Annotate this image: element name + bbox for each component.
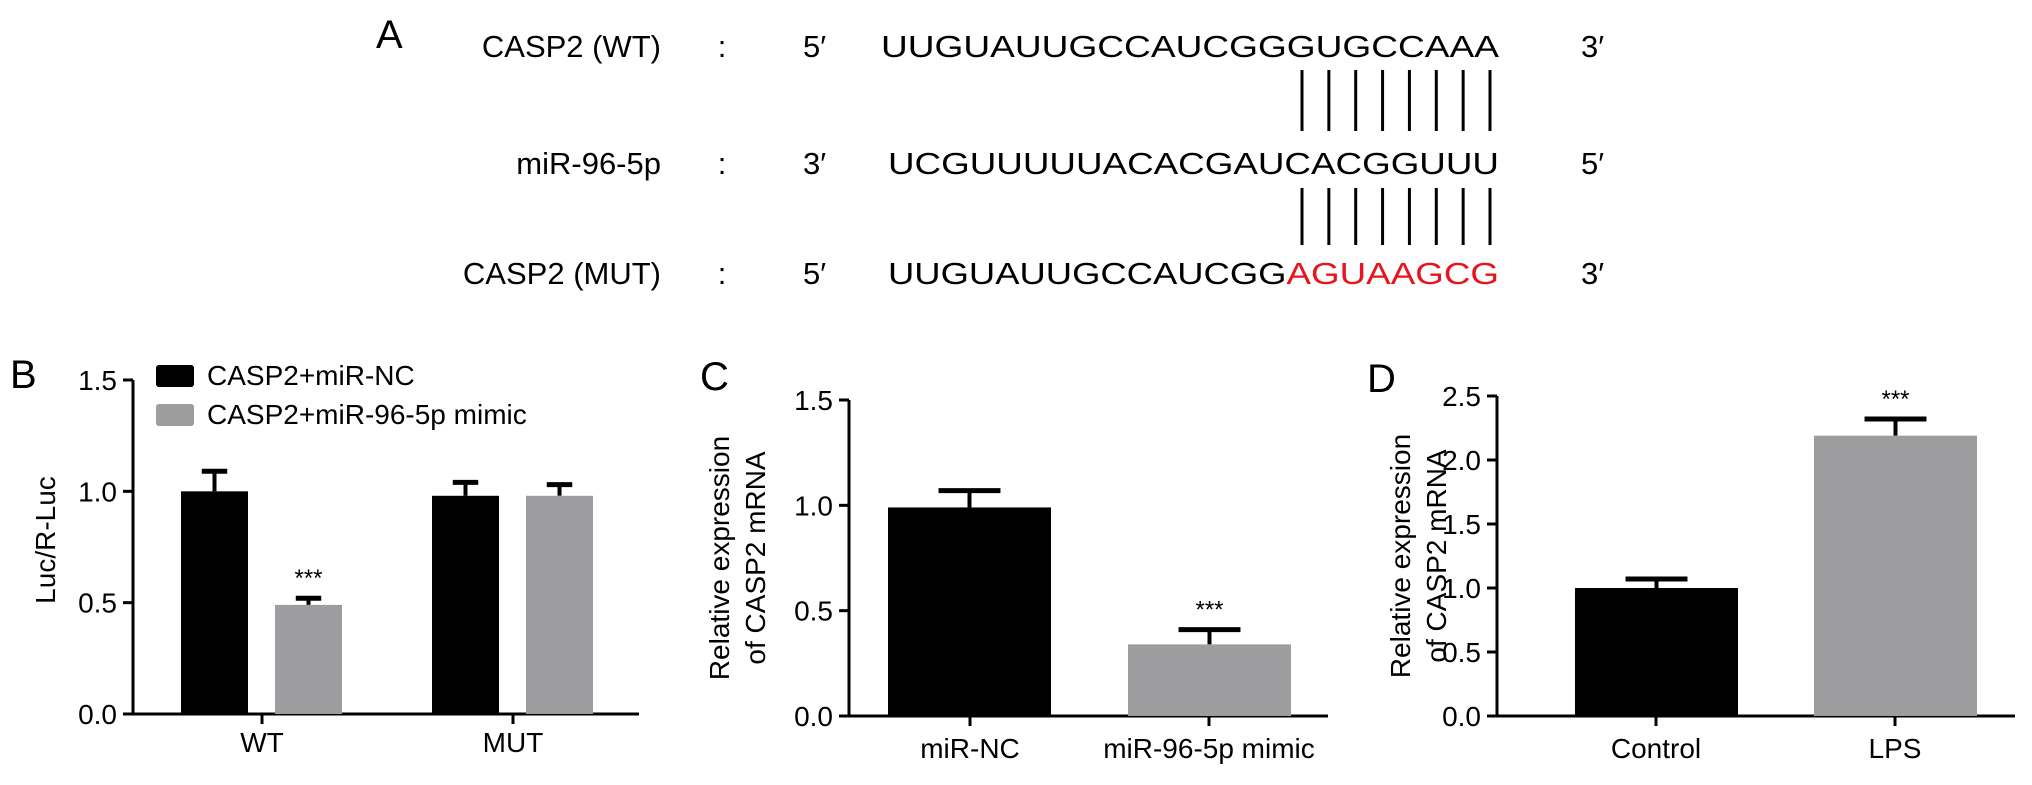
- significance-marker: ***: [1881, 386, 1909, 413]
- x-tick-label: WT: [240, 727, 284, 758]
- bar: [1128, 644, 1291, 716]
- bar: [1575, 588, 1738, 716]
- bar: [275, 604, 342, 714]
- bar: [526, 495, 593, 714]
- y-tick-label: 0.0: [78, 699, 117, 730]
- significance-marker: ***: [294, 565, 322, 592]
- x-tick-label: miR-NC: [920, 733, 1020, 764]
- y-tick-label: 2.0: [1442, 445, 1481, 476]
- y-axis-title: Relative expression: [704, 436, 735, 680]
- y-tick-label: 1.0: [794, 490, 833, 521]
- bar: [432, 495, 499, 714]
- x-tick-label: MUT: [483, 727, 544, 758]
- sequence: UUGUAUUGCCAUCGGGUGCCAAA: [881, 29, 1499, 64]
- colon: :: [718, 29, 727, 64]
- y-tick-label: 0.5: [794, 596, 833, 627]
- significance-marker: ***: [1195, 597, 1223, 624]
- y-tick-label: 1.0: [1442, 573, 1481, 604]
- y-tick-label: 1.5: [1442, 509, 1481, 540]
- y-tick-label: 1.5: [78, 365, 117, 396]
- panel-label: A: [376, 13, 403, 57]
- legend-swatch: [156, 365, 194, 387]
- legend-swatch: [156, 404, 194, 426]
- colon: :: [718, 256, 727, 291]
- legend-label: CASP2+miR-NC: [207, 360, 415, 391]
- y-tick-label: 0.5: [78, 588, 117, 619]
- sequence: UCGUUUUUACACGAUCACGGUUU: [888, 146, 1499, 181]
- sequence-right-end: 3′: [1581, 256, 1604, 291]
- y-tick-label: 0.5: [1442, 637, 1481, 668]
- y-axis-title: Luc/R-Luc: [30, 476, 61, 604]
- y-tick-label: 2.5: [1442, 381, 1481, 412]
- panel-d-chart: D 0.0 0.5 1.0 1.5 2.0 2.5 Relative expression of…: [1367, 357, 2015, 764]
- y-tick-label: 1.5: [794, 385, 833, 416]
- bar: [181, 491, 248, 714]
- sequence-right-end: 3′: [1581, 29, 1604, 64]
- panel-label: C: [700, 355, 729, 399]
- mutated-sequence: AGUAAGCG: [1287, 256, 1500, 291]
- colon: :: [718, 146, 727, 181]
- x-tick-label: LPS: [1869, 733, 1922, 764]
- x-tick-label: miR-96-5p mimic: [1103, 733, 1315, 764]
- sequence-right-end: 5′: [1581, 146, 1604, 181]
- y-tick-label: 0.0: [794, 701, 833, 732]
- bar: [888, 507, 1051, 716]
- y-axis-title: of CASP2 mRNA: [1421, 449, 1452, 662]
- panel-c-chart: C 0.0 0.5 1.0 1.5 Relative expression of CASP2…: [700, 355, 1328, 764]
- y-tick-label: 0.0: [1442, 701, 1481, 732]
- bar: [1814, 435, 1977, 716]
- y-tick-label: 1.0: [78, 476, 117, 507]
- x-tick-label: Control: [1611, 733, 1701, 764]
- y-axis-title: of CASP2 mRNA: [740, 451, 771, 664]
- sequence-left-end: 5′: [803, 29, 826, 64]
- panel-label: B: [10, 353, 37, 397]
- panel-b-chart: B 0.0 0.5 1.0 1.5 Luc/R-Luc WT *** MUT CASP2+miR-…: [10, 353, 639, 758]
- sequence-left-end: 5′: [803, 256, 826, 291]
- legend-label: CASP2+miR-96-5p mimic: [207, 399, 527, 430]
- panel-label: D: [1367, 357, 1396, 401]
- sequence-left-end: 3′: [803, 146, 826, 181]
- y-axis-title: Relative expression: [1385, 434, 1416, 678]
- sequence-name: CASP2 (MUT): [463, 256, 661, 291]
- panel-a-sequence-alignment: A CASP2 (WT): 5′ UUGUAUUGCCAUCGGGUGCCAAA 3′ m…: [376, 13, 1604, 291]
- sequence-name: miR-96-5p: [516, 146, 661, 181]
- sequence-name: CASP2 (WT): [482, 29, 661, 64]
- sequence: UUGUAUUGCCAUCGG: [888, 256, 1287, 291]
